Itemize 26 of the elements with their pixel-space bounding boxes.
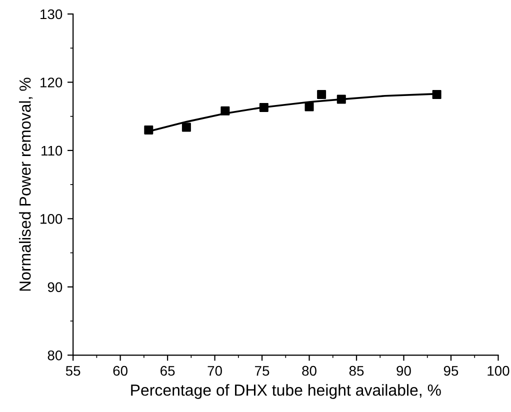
x-tick-label: 80 [302,366,316,376]
point [259,102,268,112]
y-tick-label: 120 [40,78,62,88]
x-tick-label: 100 [488,366,510,376]
y-tick-label: 100 [40,214,62,224]
y-axis-title: Normalised Power removal, % [19,78,33,291]
x-tick-label: 95 [444,366,458,376]
x-tick-label: 75 [255,366,270,376]
x-axis-title: Percentage of DHX tube height available, % [131,384,441,399]
x-tick-label: 65 [160,366,175,376]
x-tick-label: 55 [66,366,80,376]
y-tick-label: 130 [40,9,62,20]
point [220,106,230,116]
x-tick-label: 60 [113,366,128,376]
y-tick-label: 80 [48,350,62,360]
point [336,94,346,104]
y-tick-label: 110 [42,146,62,156]
x-tick-label: 85 [349,366,364,376]
point [144,125,154,134]
x-tick-label: 70 [208,366,222,376]
y-tick-label: 90 [48,282,62,292]
x-tick-label: 90 [396,366,411,376]
point [304,102,314,112]
point [432,90,442,100]
point [182,122,191,132]
point [317,90,326,100]
